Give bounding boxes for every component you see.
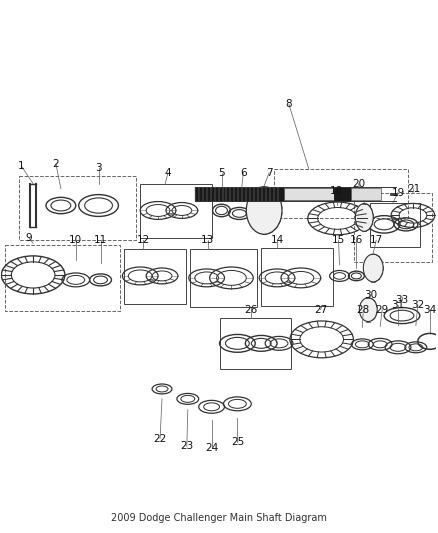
Text: 2009 Dodge Challenger Main Shaft Diagram: 2009 Dodge Challenger Main Shaft Diagram bbox=[111, 513, 326, 523]
Text: 18: 18 bbox=[330, 185, 343, 196]
Bar bbox=[274, 169, 408, 219]
Text: 24: 24 bbox=[205, 443, 218, 454]
Bar bbox=[124, 249, 186, 304]
Bar bbox=[190, 249, 257, 306]
Text: 26: 26 bbox=[245, 305, 258, 314]
Bar bbox=[261, 248, 332, 305]
Bar bbox=[370, 203, 420, 247]
Text: 3: 3 bbox=[95, 163, 102, 173]
Text: 13: 13 bbox=[201, 235, 214, 245]
Bar bbox=[5, 245, 120, 311]
Text: 33: 33 bbox=[396, 295, 409, 305]
Text: 25: 25 bbox=[231, 437, 244, 447]
Text: 5: 5 bbox=[218, 168, 225, 178]
Text: 11: 11 bbox=[94, 235, 107, 245]
Text: 4: 4 bbox=[165, 168, 171, 178]
Text: 31: 31 bbox=[392, 300, 405, 310]
Text: 14: 14 bbox=[270, 235, 284, 245]
Bar bbox=[354, 192, 432, 262]
Text: 23: 23 bbox=[180, 441, 194, 451]
Text: 1: 1 bbox=[18, 161, 25, 171]
Text: 15: 15 bbox=[332, 235, 345, 245]
Bar bbox=[334, 187, 351, 200]
Ellipse shape bbox=[246, 187, 282, 235]
Text: 34: 34 bbox=[423, 305, 436, 314]
Text: 8: 8 bbox=[286, 99, 292, 109]
Text: 22: 22 bbox=[153, 433, 167, 443]
Bar bbox=[351, 188, 381, 199]
Text: 30: 30 bbox=[364, 290, 377, 300]
Ellipse shape bbox=[359, 298, 377, 321]
Text: 27: 27 bbox=[314, 305, 327, 314]
Text: 6: 6 bbox=[240, 168, 247, 178]
Text: 20: 20 bbox=[352, 179, 365, 189]
Text: 9: 9 bbox=[26, 233, 32, 243]
Ellipse shape bbox=[355, 204, 373, 231]
Text: 16: 16 bbox=[350, 235, 363, 245]
Bar bbox=[140, 184, 212, 238]
Bar bbox=[219, 318, 291, 369]
Bar bbox=[284, 188, 334, 199]
Text: 10: 10 bbox=[69, 235, 82, 245]
Text: 29: 29 bbox=[375, 305, 389, 314]
Text: 2: 2 bbox=[53, 159, 59, 169]
Text: 7: 7 bbox=[266, 168, 272, 178]
Text: 12: 12 bbox=[137, 235, 150, 245]
Text: 28: 28 bbox=[357, 305, 370, 314]
Bar bbox=[195, 187, 284, 200]
Text: 17: 17 bbox=[370, 235, 383, 245]
Text: 32: 32 bbox=[411, 300, 424, 310]
Bar bbox=[19, 176, 136, 240]
Ellipse shape bbox=[363, 254, 383, 282]
Text: 19: 19 bbox=[392, 188, 405, 198]
Text: 21: 21 bbox=[407, 184, 420, 193]
